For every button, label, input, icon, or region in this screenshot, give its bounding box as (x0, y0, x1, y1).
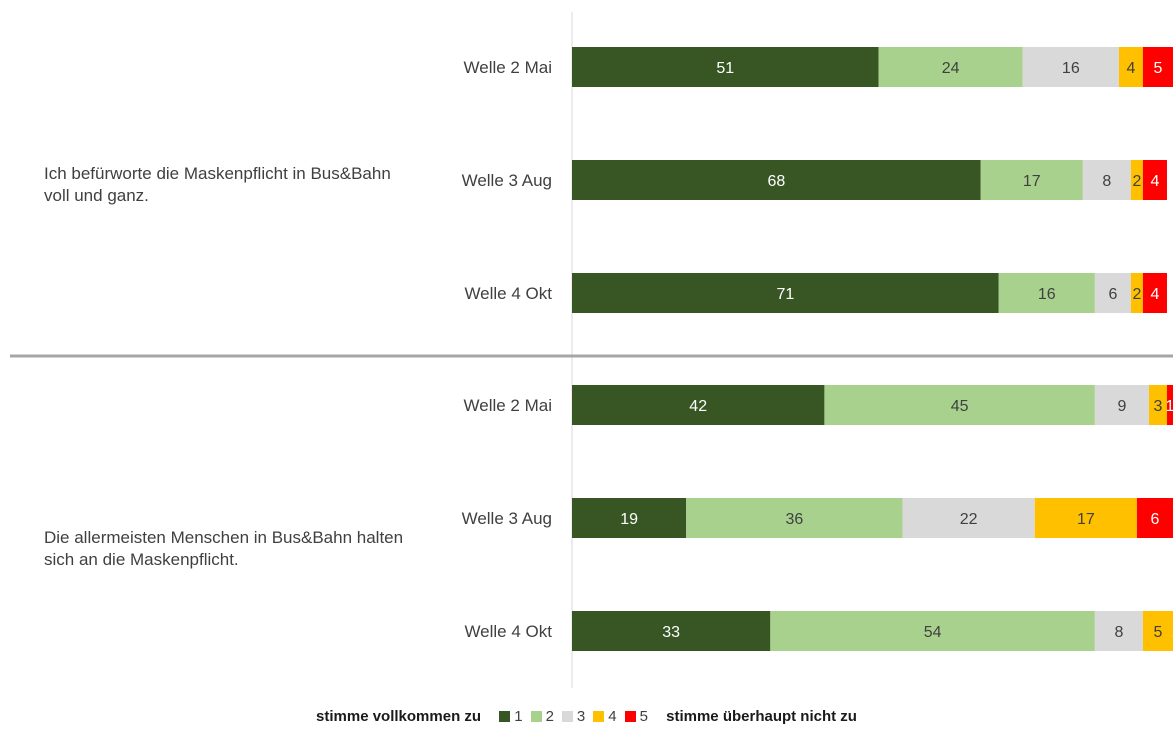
bar-segment-3 (902, 498, 1035, 538)
data-label: 4 (1126, 60, 1135, 77)
bar-segment-5 (1142, 273, 1167, 313)
data-label: 17 (1077, 511, 1095, 528)
bar-segment-4 (1142, 611, 1173, 651)
bar-segment-4 (1034, 498, 1137, 538)
legend-item-1: 1 (499, 708, 523, 725)
bar-segment-2 (878, 47, 1023, 87)
bar-segment-5 (1142, 47, 1173, 87)
data-label: 42 (689, 398, 707, 415)
data-label: 16 (1038, 286, 1056, 303)
legend-swatch (530, 711, 542, 722)
data-label: 2 (1132, 286, 1141, 303)
legend-label: 4 (608, 708, 617, 725)
data-label: 9 (1117, 398, 1126, 415)
bar-segment-4 (1148, 385, 1167, 425)
data-label: 16 (1062, 60, 1080, 77)
bar-segment-5 (1166, 385, 1173, 425)
legend-swatch (593, 711, 605, 722)
bar-segment-2 (980, 160, 1083, 200)
statement-1: Ich befürworte die Maskenpflicht in Bus&… (44, 164, 391, 205)
bar-segment-4 (1118, 47, 1143, 87)
data-label: 2 (1132, 173, 1141, 190)
data-label: 51 (716, 60, 734, 77)
legend: stimme vollkommen zu 1 2 3 4 5 stimme überha… (0, 708, 1173, 725)
row-label: Welle 3 Aug (462, 509, 552, 528)
data-label: 8 (1102, 173, 1111, 190)
data-label: 17 (1023, 173, 1041, 190)
data-label: 1 (1166, 398, 1173, 415)
legend-item-5: 5 (624, 708, 648, 725)
data-label: 5 (1154, 60, 1163, 77)
row-label: Welle 4 Okt (464, 622, 552, 641)
bar-segment-3 (1022, 47, 1119, 87)
bar-segment-1 (572, 611, 771, 651)
legend-label: 2 (545, 708, 554, 725)
data-label: 71 (776, 286, 794, 303)
bar-segment-3 (1082, 160, 1131, 200)
bar-segment-1 (572, 160, 981, 200)
data-label: 54 (924, 624, 942, 641)
bar-segment-3 (1094, 273, 1131, 313)
row-label: Welle 2 Mai (464, 396, 553, 415)
legend-swatch (624, 711, 636, 722)
bar-segment-1 (572, 385, 825, 425)
legend-swatch (561, 711, 573, 722)
row-label: Welle 2 Mai (464, 58, 553, 77)
bar-segment-2 (770, 611, 1095, 651)
bar-segment-2 (686, 498, 903, 538)
bar-segment-1 (572, 47, 879, 87)
data-label: 8 (1114, 624, 1123, 641)
data-label: 4 (1151, 286, 1160, 303)
bar-segment-4 (1130, 160, 1143, 200)
data-label: 45 (951, 398, 969, 415)
legend-label: 5 (639, 708, 648, 725)
data-label: 1 (1172, 624, 1173, 641)
legend-label: 3 (576, 708, 586, 725)
bar-segment-3 (1094, 611, 1143, 651)
bar-segment-2 (824, 385, 1095, 425)
data-label: 22 (960, 511, 978, 528)
data-label: 5 (1154, 624, 1163, 641)
legend-item-2: 2 (530, 708, 554, 725)
legend-left-label: stimme vollkommen zu (316, 708, 482, 725)
bar-segment-4 (1130, 273, 1143, 313)
legend-label: 1 (514, 708, 523, 725)
data-label: 68 (767, 173, 785, 190)
data-label: 33 (662, 624, 680, 641)
bar-segment-5 (1142, 160, 1167, 200)
row-label: Welle 3 Aug (462, 171, 552, 190)
bar-segment-1 (572, 498, 687, 538)
legend-right-label: stimme überhaupt nicht zu (666, 708, 857, 725)
data-label: 4 (1151, 173, 1160, 190)
data-label: 6 (1151, 511, 1160, 528)
bar-segment-1 (572, 273, 999, 313)
legend-item-4: 4 (593, 708, 617, 725)
bar-segment-5 (1136, 498, 1173, 538)
data-label: 36 (785, 511, 803, 528)
data-label: 24 (942, 60, 960, 77)
bar-segment-3 (1094, 385, 1149, 425)
bar-segment-2 (998, 273, 1095, 313)
statement-2: Die allermeisten Menschen in Bus&Bahn ha… (44, 528, 404, 569)
data-label: 6 (1108, 286, 1117, 303)
legend-swatch (499, 711, 511, 722)
row-label: Welle 4 Okt (464, 284, 552, 303)
data-label: 19 (620, 511, 638, 528)
data-label: 3 (1154, 398, 1163, 415)
legend-item-3: 3 (561, 708, 586, 725)
